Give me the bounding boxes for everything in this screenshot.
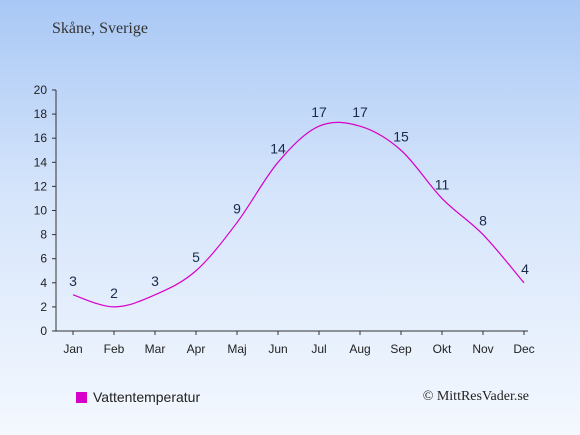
tick-labels: 0 2 4 6 8 10 12 14 16 18 20 Jan Feb Mar Apr Maj Jun Jul Au…: [34, 83, 535, 356]
x-tick-label: Apr: [187, 342, 206, 356]
legend-label: Vattentemperatur: [93, 389, 201, 405]
y-tick-label: 12: [34, 179, 48, 193]
x-tick-label: Dec: [513, 342, 534, 356]
data-label: 5: [192, 249, 200, 265]
credit-text: © MittResVader.se: [422, 389, 529, 404]
x-tick-label: Nov: [472, 342, 493, 356]
data-label: 14: [270, 140, 286, 156]
data-label: 17: [352, 104, 368, 120]
data-label: 3: [151, 273, 159, 289]
x-tick-label: Okt: [433, 342, 452, 356]
data-label: 9: [233, 201, 241, 217]
y-tick-label: 18: [34, 107, 48, 121]
x-tick-label: Jan: [63, 342, 82, 356]
y-tick-label: 16: [34, 131, 48, 145]
chart-subtitle: Skåne, Sverige: [52, 20, 148, 37]
y-tick-label: 8: [40, 228, 47, 242]
data-label: 4: [521, 261, 529, 277]
y-tick-label: 2: [40, 300, 47, 314]
x-tick-label: Maj: [227, 342, 246, 356]
legend-swatch: [76, 391, 87, 403]
x-tick-label: Jul: [311, 342, 326, 356]
data-labels: 3 2 3 5 9 14 17 17 15 11 8 4: [69, 104, 529, 301]
x-tick-label: Jun: [268, 342, 287, 356]
data-label: 8: [479, 213, 487, 229]
y-tick-label: 6: [40, 252, 47, 266]
data-label: 17: [311, 104, 327, 120]
axes: [52, 89, 528, 335]
y-tick-label: 14: [34, 155, 48, 169]
data-label: 2: [110, 285, 118, 301]
y-tick-label: 4: [40, 276, 47, 290]
y-tick-label: 0: [40, 324, 47, 338]
data-label: 3: [69, 273, 77, 289]
x-tick-label: Sep: [390, 342, 412, 356]
y-tick-label: 20: [34, 83, 48, 97]
series-line-vattentemperatur: [72, 121, 525, 308]
data-label: 15: [393, 128, 409, 144]
data-label: 11: [435, 176, 450, 192]
legend: Vattentemperatur: [76, 389, 200, 405]
x-tick-label: Mar: [145, 342, 166, 356]
x-tick-label: Feb: [104, 342, 125, 356]
x-tick-label: Aug: [349, 342, 370, 356]
y-tick-label: 10: [34, 204, 48, 218]
